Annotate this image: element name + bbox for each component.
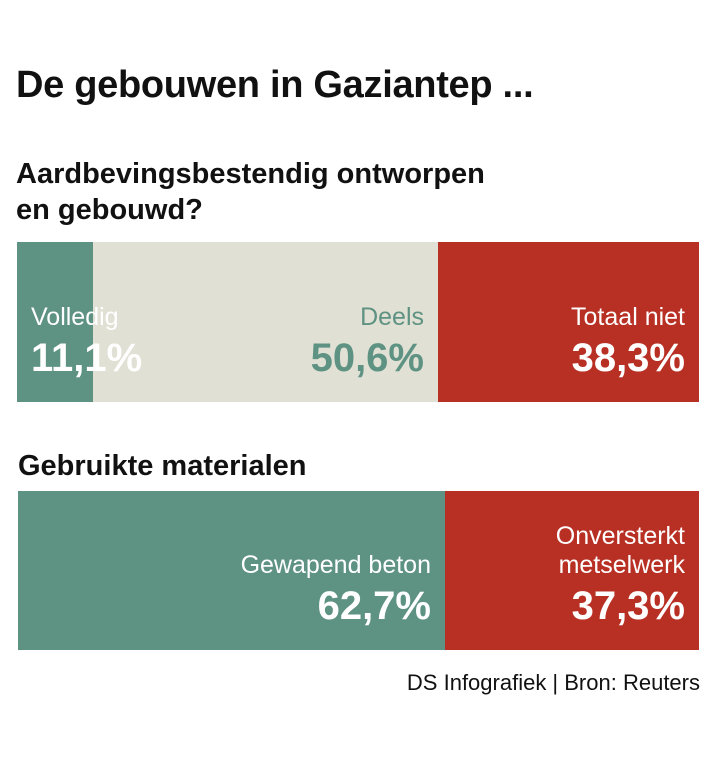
category-label-volledig: Volledig — [31, 303, 119, 331]
value-label-onversterkt-metselwerk: 37,3% — [571, 584, 685, 628]
page-title: De gebouwen in Gaziantep ... — [16, 64, 534, 106]
value-label-deels: 50,6% — [310, 336, 424, 380]
category-label-onversterkt-metselwerk-line-2: metselwerk — [558, 551, 685, 579]
source-credit: DS Infografiek | Bron: Reuters — [406, 670, 700, 695]
bar-segment-totaal-niet — [438, 242, 699, 402]
chart-2-subtitle: Gebruikte materialen — [18, 448, 307, 484]
value-label-totaal-niet: 38,3% — [571, 336, 685, 380]
chart-1-subtitle-line-2: en gebouwd? — [16, 194, 203, 226]
bar-segment-deels — [93, 242, 438, 402]
chart-1-subtitle-line-1: Aardbevingsbestendig ontworpen — [16, 158, 485, 190]
bar-segment-volledig — [17, 242, 93, 402]
chart-2-subtitle-line-1: Gebruikte materialen — [18, 450, 307, 482]
category-label-totaal-niet: Totaal niet — [571, 303, 685, 331]
chart-1-stacked-bar: Volledig 11,1% Deels 50,6% Totaal niet 38,3% — [17, 242, 699, 402]
category-label-gewapend-beton: Gewapend beton — [240, 551, 431, 579]
bar-segment-onversterkt-metselwerk — [445, 491, 699, 650]
category-label-deels: Deels — [360, 303, 424, 331]
category-label-onversterkt-metselwerk-line-1: Onversterkt — [555, 522, 685, 550]
bar-segment-gewapend-beton — [18, 491, 445, 650]
value-label-volledig: 11,1% — [31, 336, 143, 380]
chart-2-stacked-bar: Gewapend beton 62,7% Onversterkt metselwerk… — [18, 491, 699, 650]
chart-1-subtitle: Aardbevingsbestendig ontworpen en gebouw… — [16, 156, 485, 228]
value-label-gewapend-beton: 62,7% — [317, 584, 431, 628]
